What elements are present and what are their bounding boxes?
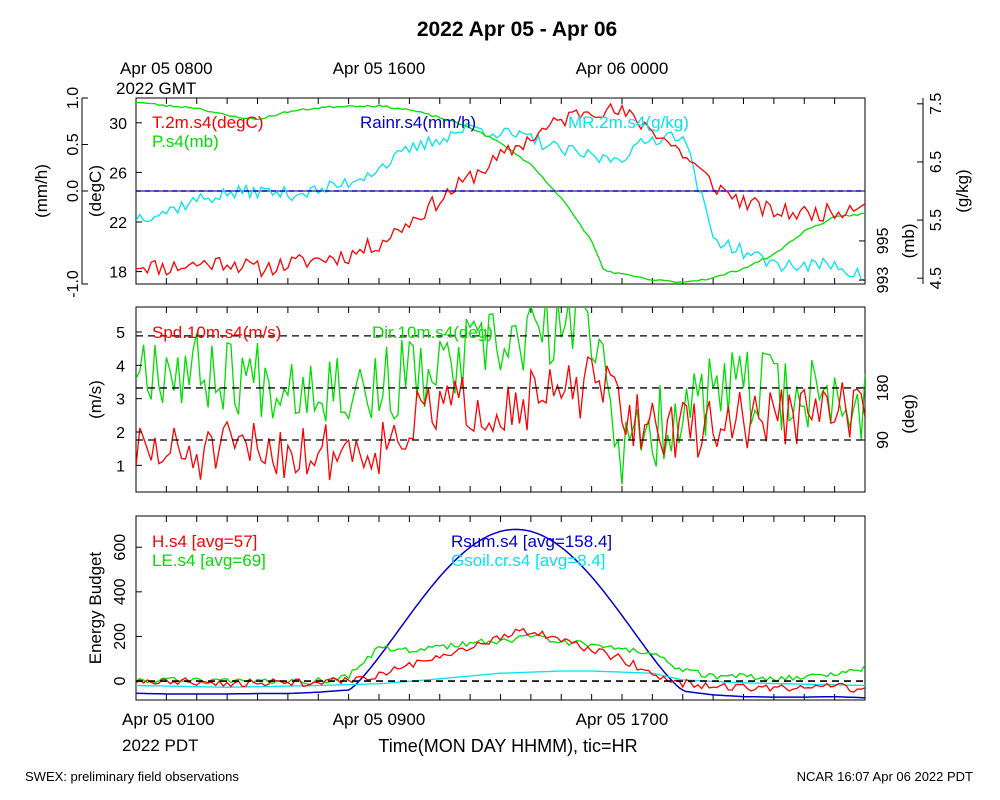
chart-title: 2022 Apr 05 - Apr 06: [417, 18, 617, 41]
temp-axis-label: (degC): [86, 165, 105, 217]
series-0: [136, 102, 865, 279]
top-tick-sub-gmt1: 2022 GMT: [116, 79, 196, 98]
legend-le: LE.s4 [avg=69]: [152, 551, 266, 570]
e-tick-label: 600: [112, 534, 129, 561]
series-3: [136, 122, 865, 281]
rain-tick-label: 0.5: [65, 133, 82, 155]
series-line: [136, 307, 865, 485]
spd-axis-label: (m/s): [86, 380, 105, 419]
pres-tick-label: 993: [875, 267, 892, 294]
mr-tick-label: 7.5: [928, 93, 945, 115]
footer-right: NCAR 16:07 Apr 06 2022 PDT: [797, 769, 973, 784]
legend-rain: Rainr.s4(mm/h): [360, 113, 476, 132]
series-1: [136, 307, 865, 485]
pres-tick-label: 995: [875, 227, 892, 254]
series-0: [136, 627, 865, 694]
top-tick-label-gmt1: Apr 05 0800: [120, 59, 213, 78]
series-1: [136, 101, 865, 284]
legend-gsoil: Gsoil.cr.s4 [avg=8.4]: [451, 551, 606, 570]
e-tick-label: 400: [112, 578, 129, 605]
spd-tick-label: 3: [116, 392, 125, 409]
rain-tick-label: -1.0: [65, 270, 82, 298]
series-line: [136, 122, 865, 281]
mr-tick-label: 4.5: [928, 267, 945, 289]
footer-left: SWEX: preliminary field observations: [25, 769, 239, 784]
spd-tick-label: 1: [116, 458, 125, 475]
panel-2-plot: [136, 307, 865, 485]
temp-tick-label: 26: [109, 165, 127, 182]
bottom-tick-label-pdt1: Apr 05 0100: [122, 710, 215, 729]
temp-tick-label: 30: [109, 116, 127, 133]
series-line: [136, 102, 865, 279]
temp-tick-label: 18: [109, 265, 127, 282]
spd-tick-label: 5: [116, 325, 125, 342]
panel-1: -1.0 0.0 0.5 1.0 (mm/h) 18 22 26 30 (degC) 993 995 (…: [32, 87, 972, 298]
dir-axis-label: (deg): [899, 394, 918, 434]
series-line: [136, 633, 865, 685]
series-line: [136, 356, 865, 481]
rain-tick-label: 0.0: [65, 180, 82, 202]
legend-temp: T.2m.s4(degC): [152, 113, 263, 132]
series-0: [136, 356, 865, 481]
spd-tick-label: 4: [116, 358, 125, 375]
bottom-time-labels: Apr 05 0100 Apr 05 0900 Apr 05 1700 2022 PD…: [122, 710, 668, 755]
series-1: [136, 633, 865, 685]
series-line: [136, 627, 865, 694]
series-line: [136, 101, 865, 284]
x-axis-label: Time(MON DAY HHMM), tic=HR: [378, 736, 637, 756]
legend-mr: MR.2m.s4(g/kg): [568, 113, 689, 132]
legend-spd: Spd.10m.s4(m/s): [152, 323, 281, 342]
legend-rsum: Rsum.s4 [avg=158.4]: [451, 532, 612, 551]
mr-axis-label: (g/kg): [953, 169, 972, 212]
spd-tick-label: 2: [116, 425, 125, 442]
dir-tick-label: 90: [875, 431, 892, 449]
series-2: [136, 528, 865, 699]
legend-dir: Dir.10m.s4(deg): [372, 323, 493, 342]
bottom-tick-label-pdt2: Apr 05 0900: [333, 710, 426, 729]
series-line: [136, 670, 865, 688]
e-tick-label: 0: [112, 676, 129, 685]
rain-axis-label: (mm/h): [32, 164, 51, 218]
chart-panels: -1.00.00.51.0(mm/h)18222630(degC)993995(…: [32, 87, 972, 701]
bottom-tick-label-pdt3: Apr 05 1700: [576, 710, 669, 729]
legend-h: H.s4 [avg=57]: [152, 532, 257, 551]
mr-tick-label: 5.5: [928, 209, 945, 231]
temp-tick-label: 22: [109, 215, 127, 232]
panel-1-plot: [136, 101, 865, 284]
mr-tick-label: 6.5: [928, 151, 945, 173]
legend-pres: P.s4(mb): [152, 132, 219, 151]
panel-2: 1 2 3 4 5 (m/s) 90 180 (deg) Spd.10m.s4(m/s) Dir.1…: [86, 306, 918, 493]
dir-tick-label: 180: [875, 374, 892, 401]
pres-axis-label: (mb): [899, 223, 918, 258]
panel-3-plot: [136, 528, 865, 699]
rain-tick-label: 1.0: [65, 87, 82, 109]
e-tick-label: 200: [112, 623, 129, 650]
panel-3: 0 200 400 600 Energy Budget H.s4 [avg=57]LE.s…: [86, 515, 866, 701]
bottom-sub-label: 2022 PDT: [122, 736, 199, 755]
series-line: [136, 528, 865, 699]
e-axis-label: Energy Budget: [86, 551, 105, 664]
series-3: [136, 670, 865, 688]
top-tick-label-gmt3: Apr 06 0000: [576, 59, 669, 78]
top-tick-label-gmt2: Apr 05 1600: [333, 59, 426, 78]
